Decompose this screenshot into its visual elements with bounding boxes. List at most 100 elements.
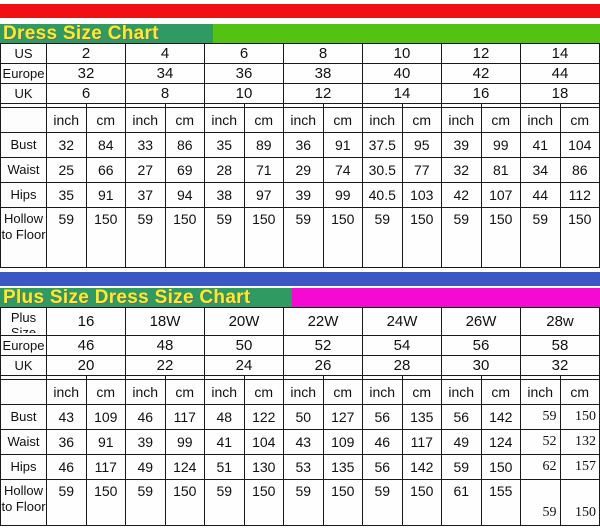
unit-header-cell: inch bbox=[362, 379, 403, 405]
measure-value-cell: 62 bbox=[520, 454, 561, 480]
unit-header-cell: inch bbox=[362, 107, 403, 133]
top-red-banner bbox=[0, 4, 600, 18]
measure-value-cell: 49 bbox=[125, 454, 166, 480]
size-value-cell: 48 bbox=[125, 335, 205, 356]
measure-value-cell: 135 bbox=[401, 404, 442, 430]
measure-value-cell: 97 bbox=[243, 182, 284, 208]
measure-value-cell: 150 bbox=[164, 207, 205, 268]
size-value-cell: 38 bbox=[283, 63, 363, 84]
measure-value-cell: 150 bbox=[401, 479, 442, 526]
unit-header-cell: inch bbox=[441, 107, 482, 133]
size-value-cell: 18W bbox=[125, 307, 205, 336]
table-row: UK 20 22 24 26 28 30 32 bbox=[0, 355, 600, 376]
unit-header-cell: cm bbox=[322, 379, 363, 405]
table-row: US 2 4 6 8 10 12 14 bbox=[0, 43, 600, 64]
measure-value-cell: 59 bbox=[204, 207, 245, 268]
size-value-cell: 10 bbox=[362, 43, 442, 64]
measure-value-cell: 59 bbox=[125, 479, 166, 526]
measure-value-cell: 155 bbox=[480, 479, 521, 526]
unit-header-cell: inch bbox=[204, 379, 245, 405]
row-label: UK bbox=[0, 355, 47, 376]
unit-header-cell: inch bbox=[204, 107, 245, 133]
measure-value-cell: 74 bbox=[322, 157, 363, 183]
plus-chart-title: Plus Size Dress Size Chart bbox=[0, 288, 292, 307]
row-label: Hollow to Floor bbox=[0, 479, 47, 526]
size-value-cell: 32 bbox=[520, 355, 600, 376]
unit-header-cell: inch bbox=[125, 379, 166, 405]
measure-value-cell: 43 bbox=[283, 429, 324, 455]
size-value-cell: 14 bbox=[520, 43, 600, 64]
measure-value-cell: 142 bbox=[401, 454, 442, 480]
plus-size-chart-body: Plus Size 16 18W 20W 22W 24W 26W 28w Europe 46 48 50… bbox=[0, 307, 600, 526]
measure-value-cell: 39 bbox=[125, 429, 166, 455]
row-label: Europe bbox=[0, 63, 47, 84]
measure-value-cell: 81 bbox=[480, 157, 521, 183]
size-value-cell: 34 bbox=[125, 63, 205, 84]
measure-value-cell: 124 bbox=[480, 429, 521, 455]
row-label-line: Waist bbox=[7, 434, 40, 449]
size-value-cell: 8 bbox=[125, 83, 205, 104]
size-value-cell: 32 bbox=[46, 63, 126, 84]
measure-value-cell: 59 bbox=[441, 454, 482, 480]
measure-value-cell: 150 bbox=[85, 207, 126, 268]
measure-value-cell: 150 bbox=[480, 207, 521, 268]
size-value-cell: 2 bbox=[46, 43, 126, 64]
plus-size-chart-table: Plus Size 16 18W 20W 22W 24W 26W 28w Europe 46 48 50… bbox=[0, 307, 600, 526]
table-row: Bust 32 84 33 86 35 89 36 91 37.5 95 39 99 41 104 bbox=[0, 132, 600, 158]
measure-value-cell: 29 bbox=[283, 157, 324, 183]
measure-value-cell: 95 bbox=[401, 132, 442, 158]
measure-value-cell: 56 bbox=[362, 404, 403, 430]
size-value-cell: 30 bbox=[441, 355, 521, 376]
measure-value-cell: 41 bbox=[204, 429, 245, 455]
measure-value-cell: 99 bbox=[480, 132, 521, 158]
measure-value-cell: 99 bbox=[164, 429, 205, 455]
measure-value-cell: 48 bbox=[204, 404, 245, 430]
measure-value-cell: 43 bbox=[46, 404, 87, 430]
measure-value-cell: 107 bbox=[480, 182, 521, 208]
size-value-cell: 26 bbox=[283, 355, 363, 376]
size-value-cell: 28w bbox=[520, 307, 600, 336]
measure-value-cell: 33 bbox=[125, 132, 166, 158]
size-value-cell: 44 bbox=[520, 63, 600, 84]
unit-header-cell: inch bbox=[520, 107, 561, 133]
row-label-line: to Floor bbox=[1, 499, 46, 514]
measure-value-cell: 150 bbox=[559, 207, 600, 268]
measure-value-cell: 35 bbox=[204, 132, 245, 158]
size-value-cell: 22 bbox=[125, 355, 205, 376]
unit-header-cell: inch bbox=[46, 107, 87, 133]
row-label: UK bbox=[0, 83, 47, 104]
row-label: Hips bbox=[0, 182, 47, 208]
row-label: Waist bbox=[0, 157, 47, 183]
measure-value-cell: 66 bbox=[85, 157, 126, 183]
unit-header-cell: cm bbox=[243, 379, 284, 405]
unit-header-cell: inch bbox=[441, 379, 482, 405]
table-row: Plus Size 16 18W 20W 22W 24W 26W 28w bbox=[0, 307, 600, 336]
size-value-cell: 14 bbox=[362, 83, 442, 104]
measure-value-cell: 150 bbox=[322, 479, 363, 526]
measure-value-cell: 91 bbox=[85, 429, 126, 455]
row-label-line: Waist bbox=[7, 162, 40, 177]
measure-value-cell: 77 bbox=[401, 157, 442, 183]
measure-value-cell: 34 bbox=[520, 157, 561, 183]
measure-value-cell: 150 bbox=[243, 479, 284, 526]
measure-value-cell: 69 bbox=[164, 157, 205, 183]
table-row: Hollow to Floor 59 150 59 150 59 150 59 150 59 150 6… bbox=[0, 479, 600, 526]
measure-value-cell: 150 bbox=[243, 207, 284, 268]
measure-value-cell: 59 bbox=[204, 479, 245, 526]
row-label: Bust bbox=[0, 132, 47, 158]
measure-value-cell: 25 bbox=[46, 157, 87, 183]
row-label: Hips bbox=[0, 454, 47, 480]
table-row: Europe 32 34 36 38 40 42 44 bbox=[0, 63, 600, 84]
measure-value-cell: 32 bbox=[441, 157, 482, 183]
measure-value-cell: 52 bbox=[520, 429, 561, 455]
unit-header-cell: cm bbox=[164, 379, 205, 405]
size-value-cell: 18 bbox=[520, 83, 600, 104]
size-value-cell: 12 bbox=[441, 43, 521, 64]
size-value-cell: 16 bbox=[441, 83, 521, 104]
measure-value-cell: 49 bbox=[441, 429, 482, 455]
measure-value-cell: 150 bbox=[401, 207, 442, 268]
table-row: inch cm inch cm inch cm inch cm inch cm inch cm inch… bbox=[0, 107, 600, 133]
plus-chart-title-bar-fill bbox=[292, 288, 600, 307]
size-value-cell: 10 bbox=[204, 83, 284, 104]
table-row: Hollow to Floor 59 150 59 150 59 150 59 150 59 150 5… bbox=[0, 207, 600, 268]
